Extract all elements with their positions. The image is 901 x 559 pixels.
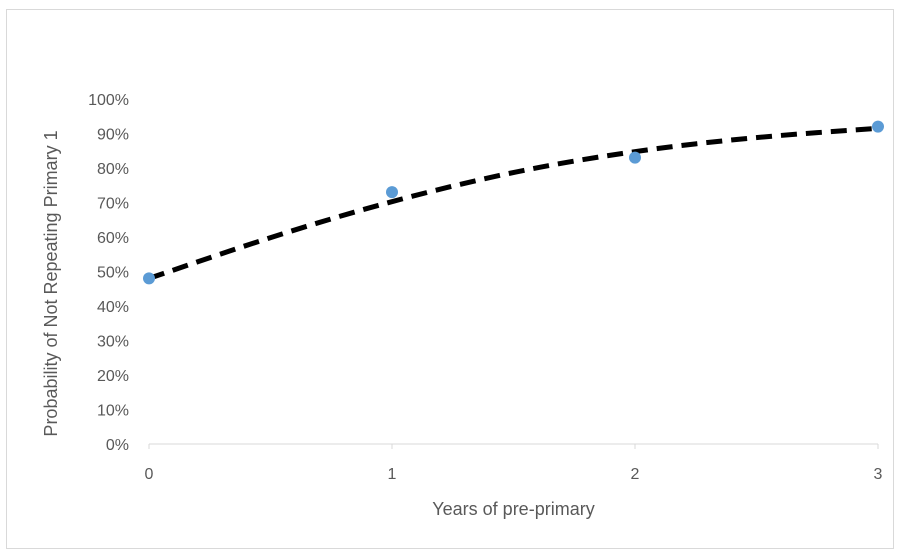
x-axis-ticks: 0 1 2 3: [145, 444, 883, 483]
data-point: [872, 120, 884, 133]
y-axis-ticks: 0% 10% 20% 30% 40% 50% 60% 70% 80% 90% 100%: [88, 92, 129, 454]
x-tick-label: 3: [874, 466, 883, 483]
data-point: [143, 272, 155, 285]
y-tick-label: 20%: [97, 368, 129, 385]
trendline: [148, 125, 879, 281]
data-point: [386, 186, 398, 199]
data-points: [143, 120, 884, 285]
y-axis-title: Probability of Not Repeating Primary 1: [41, 130, 61, 436]
y-tick-label: 60%: [97, 230, 129, 247]
y-tick-label: 40%: [97, 299, 129, 316]
x-axis-title: Years of pre-primary: [432, 499, 594, 519]
data-point: [629, 151, 641, 164]
x-tick-label: 2: [631, 466, 640, 483]
y-tick-label: 30%: [97, 334, 129, 351]
x-tick-label: 1: [388, 466, 397, 483]
y-tick-label: 0%: [106, 437, 129, 454]
y-tick-label: 70%: [97, 196, 129, 213]
y-tick-label: 10%: [97, 403, 129, 420]
y-tick-label: 80%: [97, 161, 129, 178]
y-tick-label: 100%: [88, 92, 129, 109]
y-tick-label: 90%: [97, 127, 129, 144]
y-tick-label: 50%: [97, 265, 129, 282]
x-tick-label: 0: [145, 466, 154, 483]
